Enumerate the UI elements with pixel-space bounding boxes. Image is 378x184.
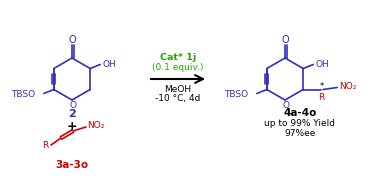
Text: O: O [70,100,76,109]
Text: TBSO: TBSO [11,90,35,99]
Text: 97%ee: 97%ee [284,130,316,139]
Text: O: O [68,35,76,45]
Text: MeOH: MeOH [164,84,192,93]
Text: OH: OH [315,60,329,69]
Text: 3a-3o: 3a-3o [56,160,88,170]
Text: -10 °C, 4d: -10 °C, 4d [155,95,201,103]
Text: 2: 2 [68,109,76,119]
Text: 4a-4o: 4a-4o [284,108,317,118]
Text: OH: OH [102,60,116,69]
Text: +: + [67,121,77,134]
Text: R: R [42,141,48,151]
Text: O: O [282,100,290,109]
Text: TBSO: TBSO [224,90,248,99]
Text: (0.1 equiv.): (0.1 equiv.) [152,63,204,72]
Text: NO₂: NO₂ [339,82,357,91]
Text: *: * [320,82,324,91]
Text: O: O [281,35,289,45]
Text: up to 99% Yield: up to 99% Yield [265,119,336,128]
Text: R: R [318,93,324,102]
Text: Cat* 1j: Cat* 1j [160,54,196,63]
Text: NO₂: NO₂ [87,121,105,130]
